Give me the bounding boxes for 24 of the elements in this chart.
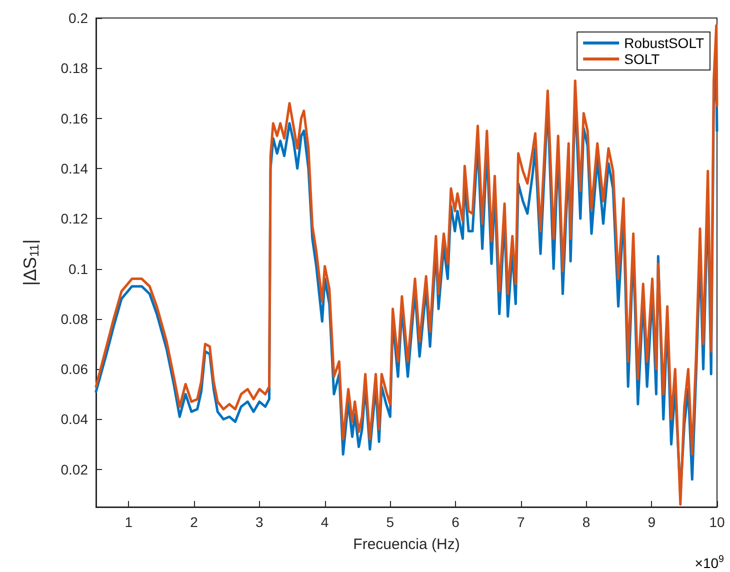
y-tick-label: 0.04	[60, 411, 88, 428]
x-axis-title: Frecuencia (Hz)	[353, 536, 460, 553]
x-tick-label: 7	[516, 514, 525, 530]
x-tick-label: 4	[320, 514, 329, 530]
x-tick-label: 1	[124, 514, 133, 530]
y-tick-label: 0.14	[60, 160, 88, 176]
y-tick-label: 0.16	[60, 110, 88, 126]
legend-label: SOLT	[624, 51, 660, 67]
x-tick-label: 2	[190, 514, 198, 530]
y-tick-label: 0.06	[60, 361, 88, 378]
x-tick-label: 8	[582, 514, 590, 530]
x-tick-label: 10	[709, 514, 725, 530]
x-tick-label: 5	[386, 514, 394, 530]
y-axis-title: |ΔS11|	[20, 239, 42, 286]
y-tick-label: 0.08	[60, 310, 88, 327]
y-tick-label: 0.1	[68, 260, 88, 277]
x-tick-label: 9	[648, 514, 656, 530]
x-tick-label: 6	[452, 514, 460, 530]
y-tick-label: 0.2	[68, 10, 88, 26]
x-tick-label: 3	[256, 514, 264, 530]
y-tick-label: 0.12	[60, 210, 88, 227]
legend-label: RobustSOLT	[624, 35, 704, 51]
y-tick-label: 0.18	[60, 60, 88, 76]
y-tick-label: 0.02	[60, 461, 88, 478]
